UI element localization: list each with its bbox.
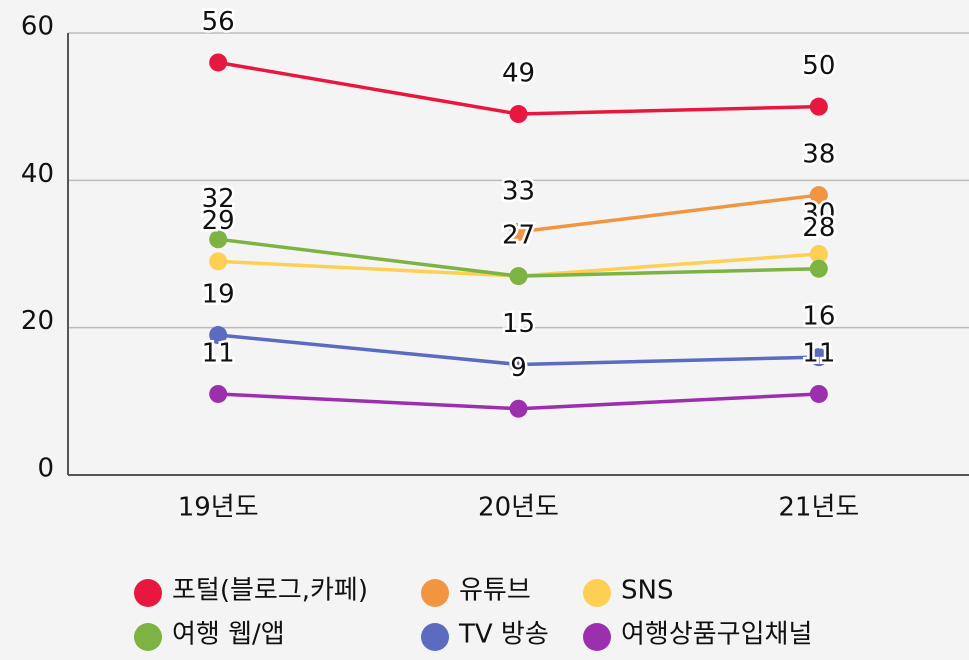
- data-label: 50: [802, 51, 835, 81]
- legend-marker: [583, 579, 611, 607]
- legend-label: 유튜브: [459, 576, 531, 606]
- data-point: [509, 105, 528, 124]
- data-point: [809, 97, 828, 116]
- legend-marker: [421, 623, 449, 651]
- legend-marker: [583, 623, 611, 651]
- data-point: [809, 245, 828, 263]
- data-point: [509, 222, 528, 241]
- data-point: [509, 399, 528, 418]
- data-label: 16: [802, 302, 835, 332]
- x-tick-label: 20년도: [478, 493, 559, 523]
- data-point: [209, 53, 228, 72]
- data-label: 15: [502, 309, 535, 339]
- data-label: 28: [802, 213, 835, 243]
- data-point: [809, 186, 828, 205]
- legend-label: TV 방송: [458, 620, 549, 650]
- data-label: 11: [202, 338, 235, 368]
- data-point: [209, 326, 228, 345]
- data-point: [209, 252, 228, 271]
- data-point: [809, 259, 828, 278]
- data-label: 32: [202, 184, 235, 214]
- data-label: 9: [510, 353, 527, 383]
- data-label: 33: [502, 176, 535, 206]
- data-label: 38: [802, 140, 835, 170]
- legend-label: 여행 웹/앱: [172, 620, 285, 650]
- legend-marker: [134, 579, 162, 607]
- data-point: [209, 384, 228, 403]
- y-tick-label: 0: [37, 454, 54, 484]
- data-point: [509, 355, 528, 374]
- y-tick-label: 20: [21, 306, 54, 336]
- data-label: 27: [502, 221, 535, 251]
- data-point: [209, 230, 228, 249]
- legend-label: SNS: [621, 576, 673, 606]
- legend-marker: [421, 579, 449, 607]
- data-point: [809, 384, 828, 403]
- data-label: 49: [502, 59, 535, 89]
- data-label: 56: [202, 7, 235, 37]
- legend-label: 여행상품구입채널: [621, 620, 812, 650]
- series-line: [518, 193, 820, 234]
- y-tick-label: 60: [21, 12, 54, 42]
- data-label: 11: [802, 338, 835, 368]
- y-tick-label: 40: [21, 159, 54, 189]
- data-label: 19: [202, 280, 235, 310]
- data-label: 29: [202, 206, 235, 236]
- x-tick-label: 21년도: [778, 493, 859, 523]
- data-point: [509, 267, 528, 286]
- legend-marker: [134, 623, 162, 651]
- data-point: [809, 348, 828, 367]
- x-tick-label: 19년도: [178, 493, 259, 523]
- legend-label: 포털(블로그,카페): [172, 576, 368, 606]
- data-label: 27: [502, 221, 535, 251]
- data-label: 30: [802, 199, 835, 229]
